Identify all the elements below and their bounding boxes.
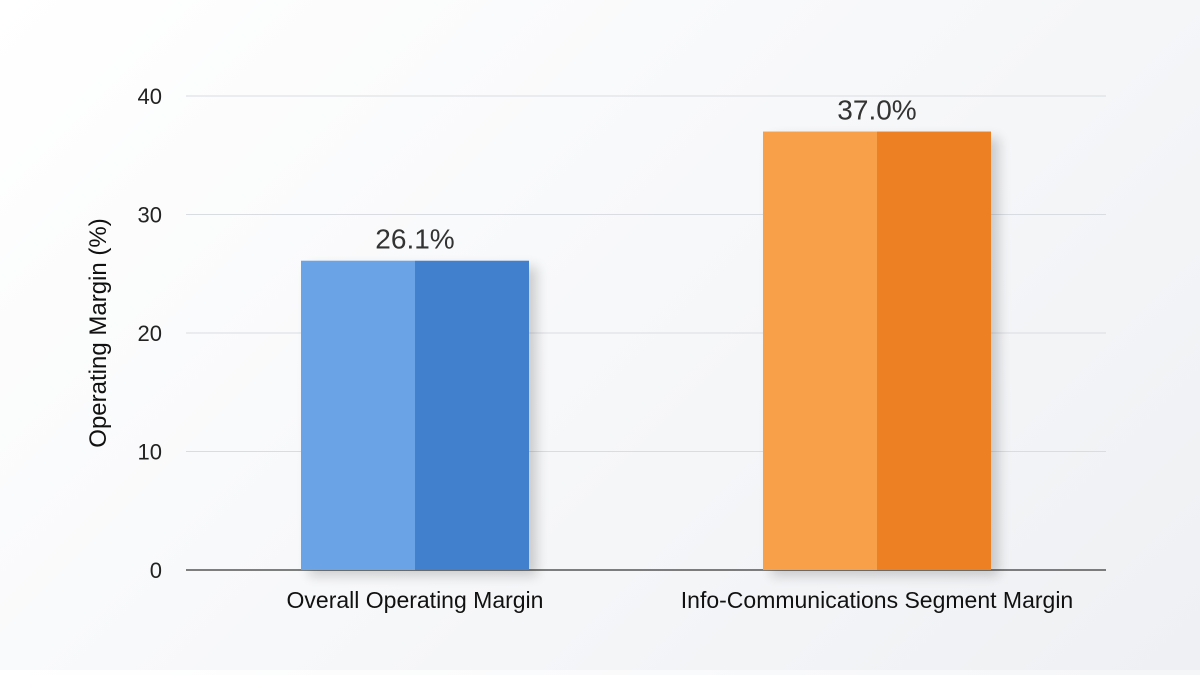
- bar: [301, 260, 529, 570]
- labels: 26.1% Overall Operating Margin 37.0% Info-C…: [287, 95, 1074, 613]
- data-label: 37.0%: [837, 95, 916, 126]
- data-label: 26.1%: [375, 224, 454, 255]
- y-tick-label: 30: [138, 203, 162, 228]
- axes: 0 10 20 30 40 Operating Margin (%): [85, 84, 1106, 583]
- bar-right-face: [877, 131, 991, 571]
- bars: [301, 131, 991, 571]
- x-tick-label: Overall Operating Margin: [287, 587, 544, 613]
- y-tick-label: 0: [150, 558, 162, 583]
- bar-left-face: [301, 260, 415, 570]
- y-axis-label: Operating Margin (%): [85, 218, 112, 447]
- y-tick-label: 40: [138, 84, 162, 109]
- bar: [763, 131, 991, 571]
- bar-right-face: [415, 260, 529, 570]
- x-tick-label: Info-Communications Segment Margin: [681, 587, 1073, 613]
- y-tick-label: 10: [138, 440, 162, 465]
- bar-left-face: [763, 131, 877, 571]
- y-tick-label: 20: [138, 321, 162, 346]
